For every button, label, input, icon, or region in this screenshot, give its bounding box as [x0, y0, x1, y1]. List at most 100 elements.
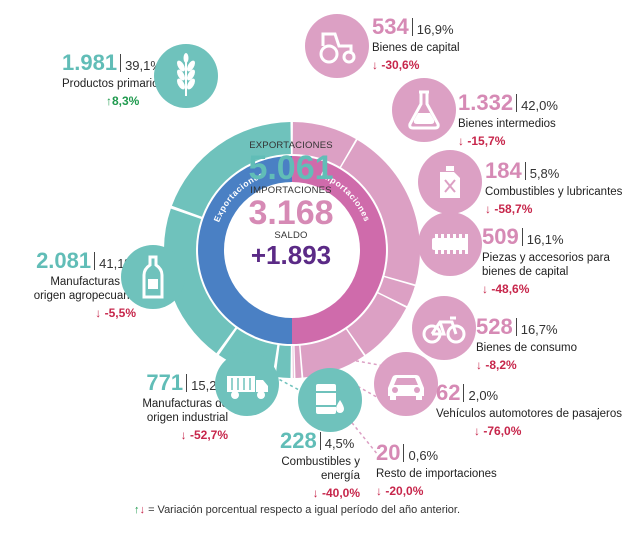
- imports-label: IMPORTACIONES: [250, 185, 332, 196]
- export-slice-0: [171, 122, 291, 217]
- footnote-text: = Variación porcentual respecto a igual …: [148, 504, 461, 516]
- import-item-bienes-consumo: 528 16,7% Bienes de consumo ↓ -8,2%: [476, 314, 626, 373]
- export-item-moi: 771 15,2% Manufacturas de origen industri…: [110, 370, 228, 443]
- import-slice-3: [347, 293, 407, 355]
- value-label: 534: [372, 14, 409, 39]
- change-label: -40,0%: [321, 486, 360, 500]
- bicycle-icon: [412, 296, 476, 360]
- category-name: Piezas y accesorios para bienes de capit…: [482, 252, 610, 278]
- export-item-moa: 2.081 41,1% Manufacturas de origen agrope…: [16, 248, 136, 321]
- down-arrow-icon: ↓: [372, 58, 378, 72]
- category-name: Manufacturas de origen industrial: [142, 398, 228, 424]
- category-name: Resto de importaciones: [376, 468, 497, 480]
- value-label: 2.081: [36, 248, 92, 273]
- down-arrow-icon: ↓: [458, 134, 464, 148]
- category-name: Bienes de capital: [372, 42, 460, 54]
- flask-icon: [392, 78, 456, 142]
- import-item-resto: 20 0,6% Resto de importaciones ↓ -20,0%: [376, 440, 516, 499]
- share-label: 2,0%: [468, 388, 499, 403]
- change-label: -76,0%: [483, 424, 522, 438]
- value-label: 509: [482, 224, 519, 249]
- value-label: 184: [485, 158, 522, 183]
- import-item-vehiculos: 62 2,0% Vehículos automotores de pasajero…: [436, 380, 626, 439]
- value-label: 62: [436, 380, 461, 405]
- category-name: Bienes de consumo: [476, 342, 578, 354]
- share-label: 16,1%: [526, 232, 564, 247]
- oil-barrel-icon: [298, 368, 362, 432]
- category-name: Combustibles y energía: [281, 456, 360, 482]
- imports-total: 3.168: [248, 194, 334, 232]
- fuel-can-icon: [418, 150, 482, 214]
- down-arrow-icon: ↓: [485, 202, 491, 216]
- category-name: Combustibles y lubricantes: [485, 186, 623, 198]
- share-label: 39,1%: [125, 58, 162, 73]
- bottle-icon: [121, 245, 185, 309]
- export-item-primarios: 1.981 39,1% Productos primarios ↑8,3%: [62, 50, 242, 109]
- imports-inner-band: [292, 156, 386, 344]
- import-item-bienes-capital: 534 16,9% Bienes de capital ↓ -30,6%: [372, 14, 522, 73]
- down-arrow-icon: ↓: [180, 428, 187, 442]
- share-label: 16,7%: [520, 322, 558, 337]
- balance-total: +1.893: [250, 240, 332, 270]
- change-label: -30,6%: [381, 58, 420, 72]
- import-slice-4: [300, 329, 365, 378]
- value-label: 20: [376, 440, 401, 465]
- value-label: 528: [476, 314, 513, 339]
- truck-icon: [215, 352, 279, 416]
- down-arrow-icon: ↓: [482, 282, 488, 296]
- import-item-piezas: 509 16,1% Piezas y accesorios para bienes…: [482, 224, 630, 297]
- down-arrow-icon: ↓: [376, 484, 382, 498]
- export-item-combustibles: 228 4,5% Combustibles y energía ↓ -40,0%: [240, 428, 360, 501]
- exports-total: 5.061: [248, 149, 334, 187]
- share-label: 0,6%: [408, 448, 439, 463]
- tractor-icon: [305, 14, 369, 78]
- change-label: -8,2%: [485, 358, 517, 372]
- import-slice-5: [294, 345, 302, 378]
- change-label: -48,6%: [491, 282, 530, 296]
- exports-inner-band: [198, 156, 292, 344]
- share-label: 16,9%: [416, 22, 454, 37]
- down-arrow-icon: ↓: [476, 358, 482, 372]
- legend-footnote: ↑↓ = Variación porcentual respecto a igu…: [134, 504, 460, 516]
- value-label: 1.332: [458, 90, 514, 115]
- up-arrow-icon: ↑: [106, 94, 112, 108]
- import-slice-2: [378, 277, 415, 307]
- category-name: Manufacturas de origen agropecuario: [33, 276, 136, 302]
- down-arrow-icon: ↓: [139, 504, 146, 516]
- value-label: 228: [280, 428, 317, 453]
- up-arrow-icon: ↑: [134, 504, 140, 516]
- leader-line-1: [273, 376, 319, 401]
- category-name: Productos primarios: [62, 78, 165, 90]
- wheat-icon: [154, 44, 218, 108]
- import-slice-0: [292, 122, 356, 167]
- donut-ring: [164, 122, 421, 378]
- import-slice-1: [341, 139, 421, 285]
- import-slice-6: [292, 345, 294, 378]
- import-item-combustibles-lubricantes: 184 5,8% Combustibles y lubricantes ↓ -58…: [485, 158, 630, 217]
- balance-label: SALDO: [274, 230, 308, 241]
- export-slice-1: [164, 208, 236, 354]
- export-slice-3: [275, 345, 291, 378]
- change-label: -52,7%: [189, 428, 228, 442]
- change-label: -15,7%: [467, 134, 506, 148]
- category-name: Bienes intermedios: [458, 118, 556, 130]
- share-label: 5,8%: [529, 166, 560, 181]
- gear-part-icon: [418, 212, 482, 276]
- change-label: 8,3%: [112, 94, 140, 108]
- import-item-bienes-intermedios: 1.332 42,0% Bienes intermedios ↓ -15,7%: [458, 90, 598, 149]
- down-arrow-icon: ↓: [474, 424, 480, 438]
- value-label: 1.981: [62, 50, 118, 75]
- exports-label: EXPORTACIONES: [249, 140, 333, 151]
- value-label: 771: [146, 370, 184, 395]
- chart-center-summary: EXPORTACIONES 5.061 IMPORTACIONES 3.168 …: [218, 140, 364, 269]
- down-arrow-icon: ↓: [312, 486, 319, 500]
- down-arrow-icon: ↓: [95, 306, 102, 320]
- change-label: -5,5%: [104, 306, 136, 320]
- change-label: -20,0%: [385, 484, 424, 498]
- car-icon: [374, 352, 438, 416]
- share-label: 4,5%: [324, 436, 355, 451]
- share-label: 42,0%: [521, 98, 558, 113]
- category-name: Vehículos automotores de pasajeros: [436, 408, 623, 420]
- change-label: -58,7%: [494, 202, 533, 216]
